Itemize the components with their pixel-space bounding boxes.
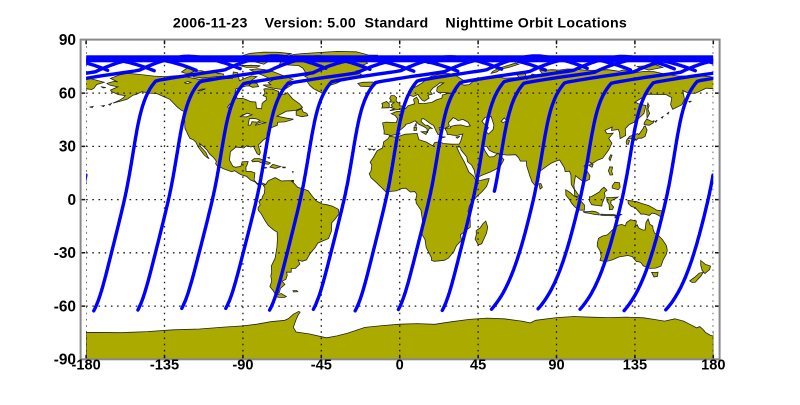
svg-text:-45: -45 — [311, 358, 332, 374]
svg-text:45: 45 — [470, 358, 486, 374]
svg-text:90: 90 — [548, 358, 564, 374]
svg-text:180: 180 — [701, 358, 725, 374]
svg-text:-90: -90 — [54, 352, 76, 369]
svg-text:30: 30 — [59, 139, 76, 156]
svg-text:90: 90 — [59, 32, 76, 49]
svg-text:135: 135 — [623, 358, 647, 374]
svg-text:60: 60 — [59, 85, 76, 102]
svg-text:-135: -135 — [150, 358, 179, 374]
svg-text:-90: -90 — [232, 358, 253, 374]
svg-text:-60: -60 — [54, 298, 76, 315]
svg-text:0: 0 — [67, 192, 76, 209]
svg-text:-180: -180 — [71, 358, 100, 374]
svg-text:0: 0 — [396, 358, 404, 374]
svg-text:-30: -30 — [54, 245, 76, 262]
svg-text:2006-11-23 Version: 5.00 S: 2006-11-23 Version: 5.00 Standard Nightt… — [173, 15, 627, 31]
